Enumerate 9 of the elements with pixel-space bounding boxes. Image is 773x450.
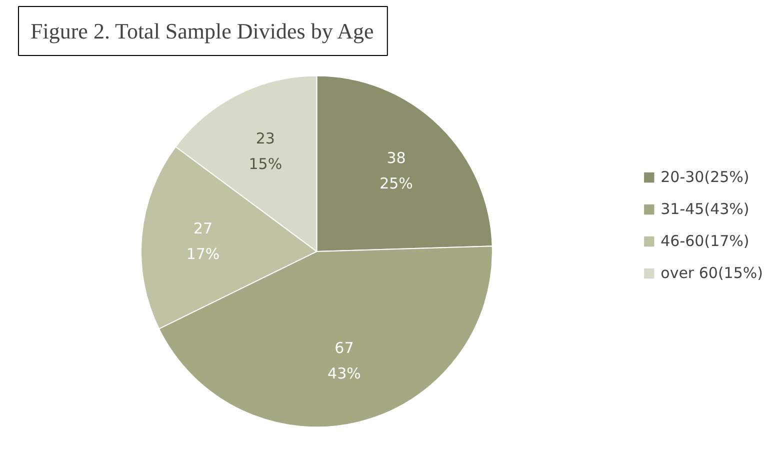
data-label: 67 43% [328, 339, 361, 383]
data-label: 23 15% [248, 129, 282, 173]
legend-label: 46-60(17%) [660, 232, 750, 250]
legend-label: 31-45(43%) [660, 200, 750, 218]
legend-label: over 60(15%) [660, 264, 763, 282]
data-label: 38 25% [380, 149, 413, 193]
data-label: 27 17% [186, 220, 220, 264]
chart-title: Figure 2. Total Sample Divides by Age [30, 18, 374, 44]
legend-label: 20-30(25%) [660, 168, 750, 186]
